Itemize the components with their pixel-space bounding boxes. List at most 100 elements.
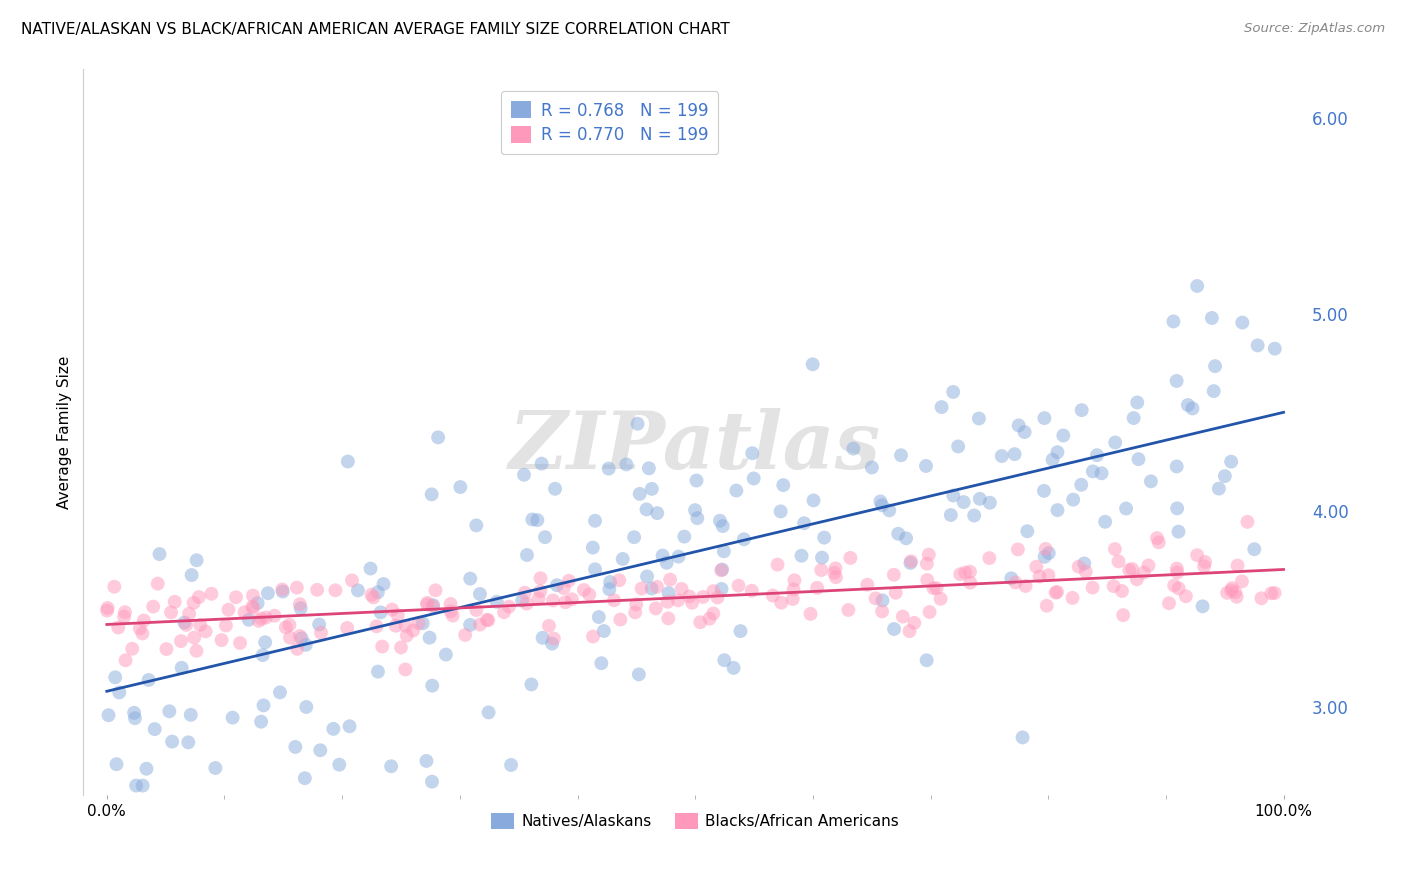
Point — [513, 467, 536, 482]
Point — [681, 596, 703, 610]
Point — [252, 698, 274, 713]
Point — [1208, 482, 1230, 496]
Point — [644, 601, 666, 615]
Point — [526, 513, 548, 527]
Point — [422, 599, 444, 614]
Point — [522, 512, 544, 526]
Point — [554, 595, 576, 609]
Point — [1033, 411, 1056, 425]
Point — [1007, 542, 1029, 557]
Point — [657, 611, 679, 625]
Point — [1216, 586, 1239, 600]
Point — [1062, 591, 1084, 605]
Point — [250, 612, 273, 626]
Point — [527, 591, 550, 606]
Point — [710, 582, 733, 596]
Point — [727, 579, 749, 593]
Point — [285, 641, 308, 656]
Point — [782, 592, 804, 607]
Point — [723, 661, 745, 675]
Point — [1046, 445, 1069, 459]
Point — [711, 519, 734, 533]
Point — [623, 530, 645, 544]
Point — [229, 636, 252, 650]
Point — [917, 573, 939, 587]
Point — [107, 621, 129, 635]
Point — [1090, 467, 1112, 481]
Point — [148, 547, 170, 561]
Point — [959, 565, 981, 579]
Point — [529, 584, 551, 599]
Point — [766, 558, 789, 572]
Point — [1236, 515, 1258, 529]
Point — [813, 531, 835, 545]
Point — [1147, 535, 1170, 549]
Point — [124, 711, 146, 725]
Point — [925, 581, 948, 595]
Point — [939, 508, 962, 522]
Point — [762, 589, 785, 603]
Legend: Natives/Alaskans, Blacks/African Americans: Natives/Alaskans, Blacks/African America… — [485, 806, 905, 835]
Text: Source: ZipAtlas.com: Source: ZipAtlas.com — [1244, 22, 1385, 36]
Point — [770, 596, 793, 610]
Point — [645, 506, 668, 520]
Point — [1213, 469, 1236, 483]
Point — [929, 591, 952, 606]
Point — [131, 779, 153, 793]
Point — [246, 596, 269, 610]
Point — [250, 714, 273, 729]
Point — [709, 514, 731, 528]
Point — [860, 460, 883, 475]
Point — [683, 503, 706, 517]
Point — [211, 633, 233, 648]
Point — [671, 582, 693, 596]
Point — [1232, 316, 1254, 330]
Point — [1074, 565, 1097, 579]
Y-axis label: Average Family Size: Average Family Size — [58, 355, 72, 508]
Point — [173, 615, 195, 630]
Point — [1167, 582, 1189, 596]
Point — [242, 589, 264, 603]
Point — [673, 530, 696, 544]
Point — [1230, 574, 1253, 589]
Point — [891, 609, 914, 624]
Point — [609, 613, 631, 627]
Point — [309, 625, 332, 640]
Point — [510, 593, 533, 607]
Point — [959, 575, 981, 590]
Point — [887, 526, 910, 541]
Point — [969, 491, 991, 506]
Point — [336, 621, 359, 635]
Point — [425, 583, 447, 598]
Point — [360, 561, 382, 575]
Point — [626, 598, 648, 612]
Point — [612, 552, 634, 566]
Point — [422, 598, 444, 612]
Point — [290, 632, 312, 646]
Point — [1081, 464, 1104, 478]
Point — [179, 607, 201, 621]
Point — [186, 644, 208, 658]
Point — [733, 533, 755, 547]
Point — [730, 624, 752, 638]
Point — [582, 541, 605, 555]
Point — [879, 503, 901, 517]
Point — [180, 568, 202, 582]
Point — [741, 583, 763, 598]
Point — [1115, 501, 1137, 516]
Point — [157, 704, 180, 718]
Point — [1112, 608, 1135, 623]
Point — [918, 605, 941, 619]
Point — [598, 461, 620, 475]
Point — [1163, 578, 1185, 592]
Point — [530, 457, 553, 471]
Point — [1126, 572, 1149, 586]
Point — [499, 758, 522, 772]
Point — [1260, 586, 1282, 600]
Point — [1128, 452, 1150, 467]
Point — [1185, 548, 1208, 562]
Point — [1220, 455, 1243, 469]
Point — [640, 582, 662, 596]
Point — [373, 577, 395, 591]
Point — [636, 569, 658, 583]
